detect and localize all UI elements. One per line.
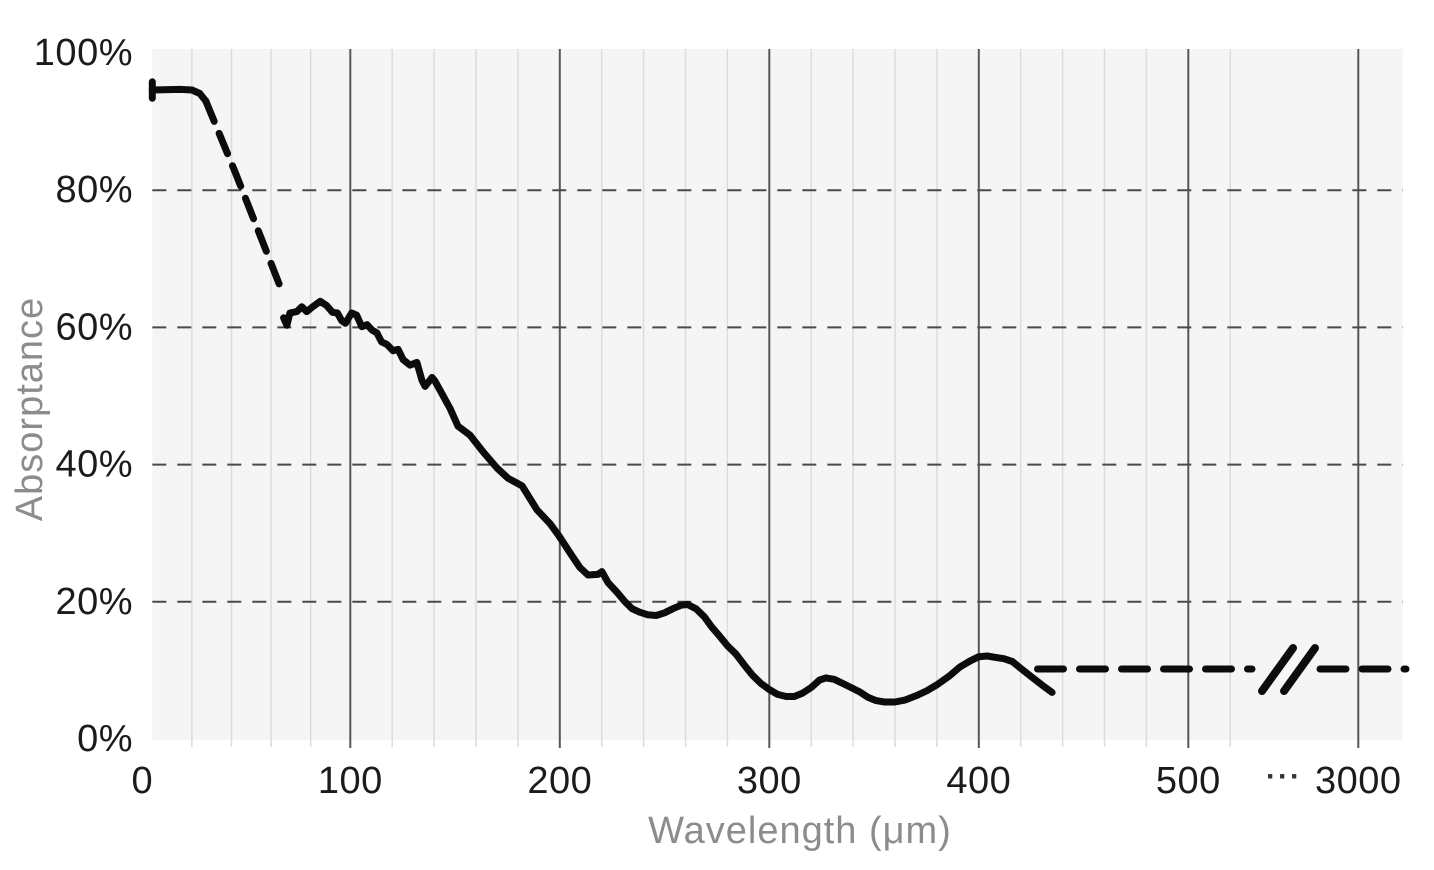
plot-background — [152, 49, 1403, 740]
x-tick-label: 0 — [131, 760, 153, 802]
gridline-layer — [152, 49, 1403, 748]
axis-break-slash — [1280, 644, 1319, 696]
x-tick-label: 300 — [737, 760, 802, 802]
y-tick-label: 20% — [55, 581, 133, 623]
x-tick-label: 3000 — [1315, 760, 1402, 802]
y-axis-title: Absorptance — [9, 297, 51, 521]
x-tick-label: 500 — [1156, 760, 1221, 802]
x-tick-label: 400 — [946, 760, 1011, 802]
axis-break-slash — [1258, 644, 1297, 696]
axis-break-dots: ··· — [1266, 760, 1302, 793]
x-tick-label: 200 — [527, 760, 592, 802]
plot-background-layer — [152, 49, 1403, 740]
series-measured-start-plateau — [148, 85, 210, 105]
y-tick-label: 40% — [55, 444, 133, 486]
x-tick-label: 100 — [318, 760, 383, 802]
x-axis-title: Wavelength (μm) — [648, 810, 952, 852]
series-measured-main — [280, 297, 1056, 706]
y-tick-label: 100% — [34, 32, 133, 74]
series-interpolated-descent — [202, 97, 287, 298]
series-layer — [148, 78, 1410, 706]
y-tick-label: 80% — [55, 169, 133, 211]
y-tick-label: 60% — [55, 306, 133, 348]
tick-label-layer: 0 100 200 300 400 500 3000 0% 20% 40% 60% 80% 100% ··… — [34, 32, 1402, 802]
y-tick-label: 0% — [77, 718, 133, 760]
